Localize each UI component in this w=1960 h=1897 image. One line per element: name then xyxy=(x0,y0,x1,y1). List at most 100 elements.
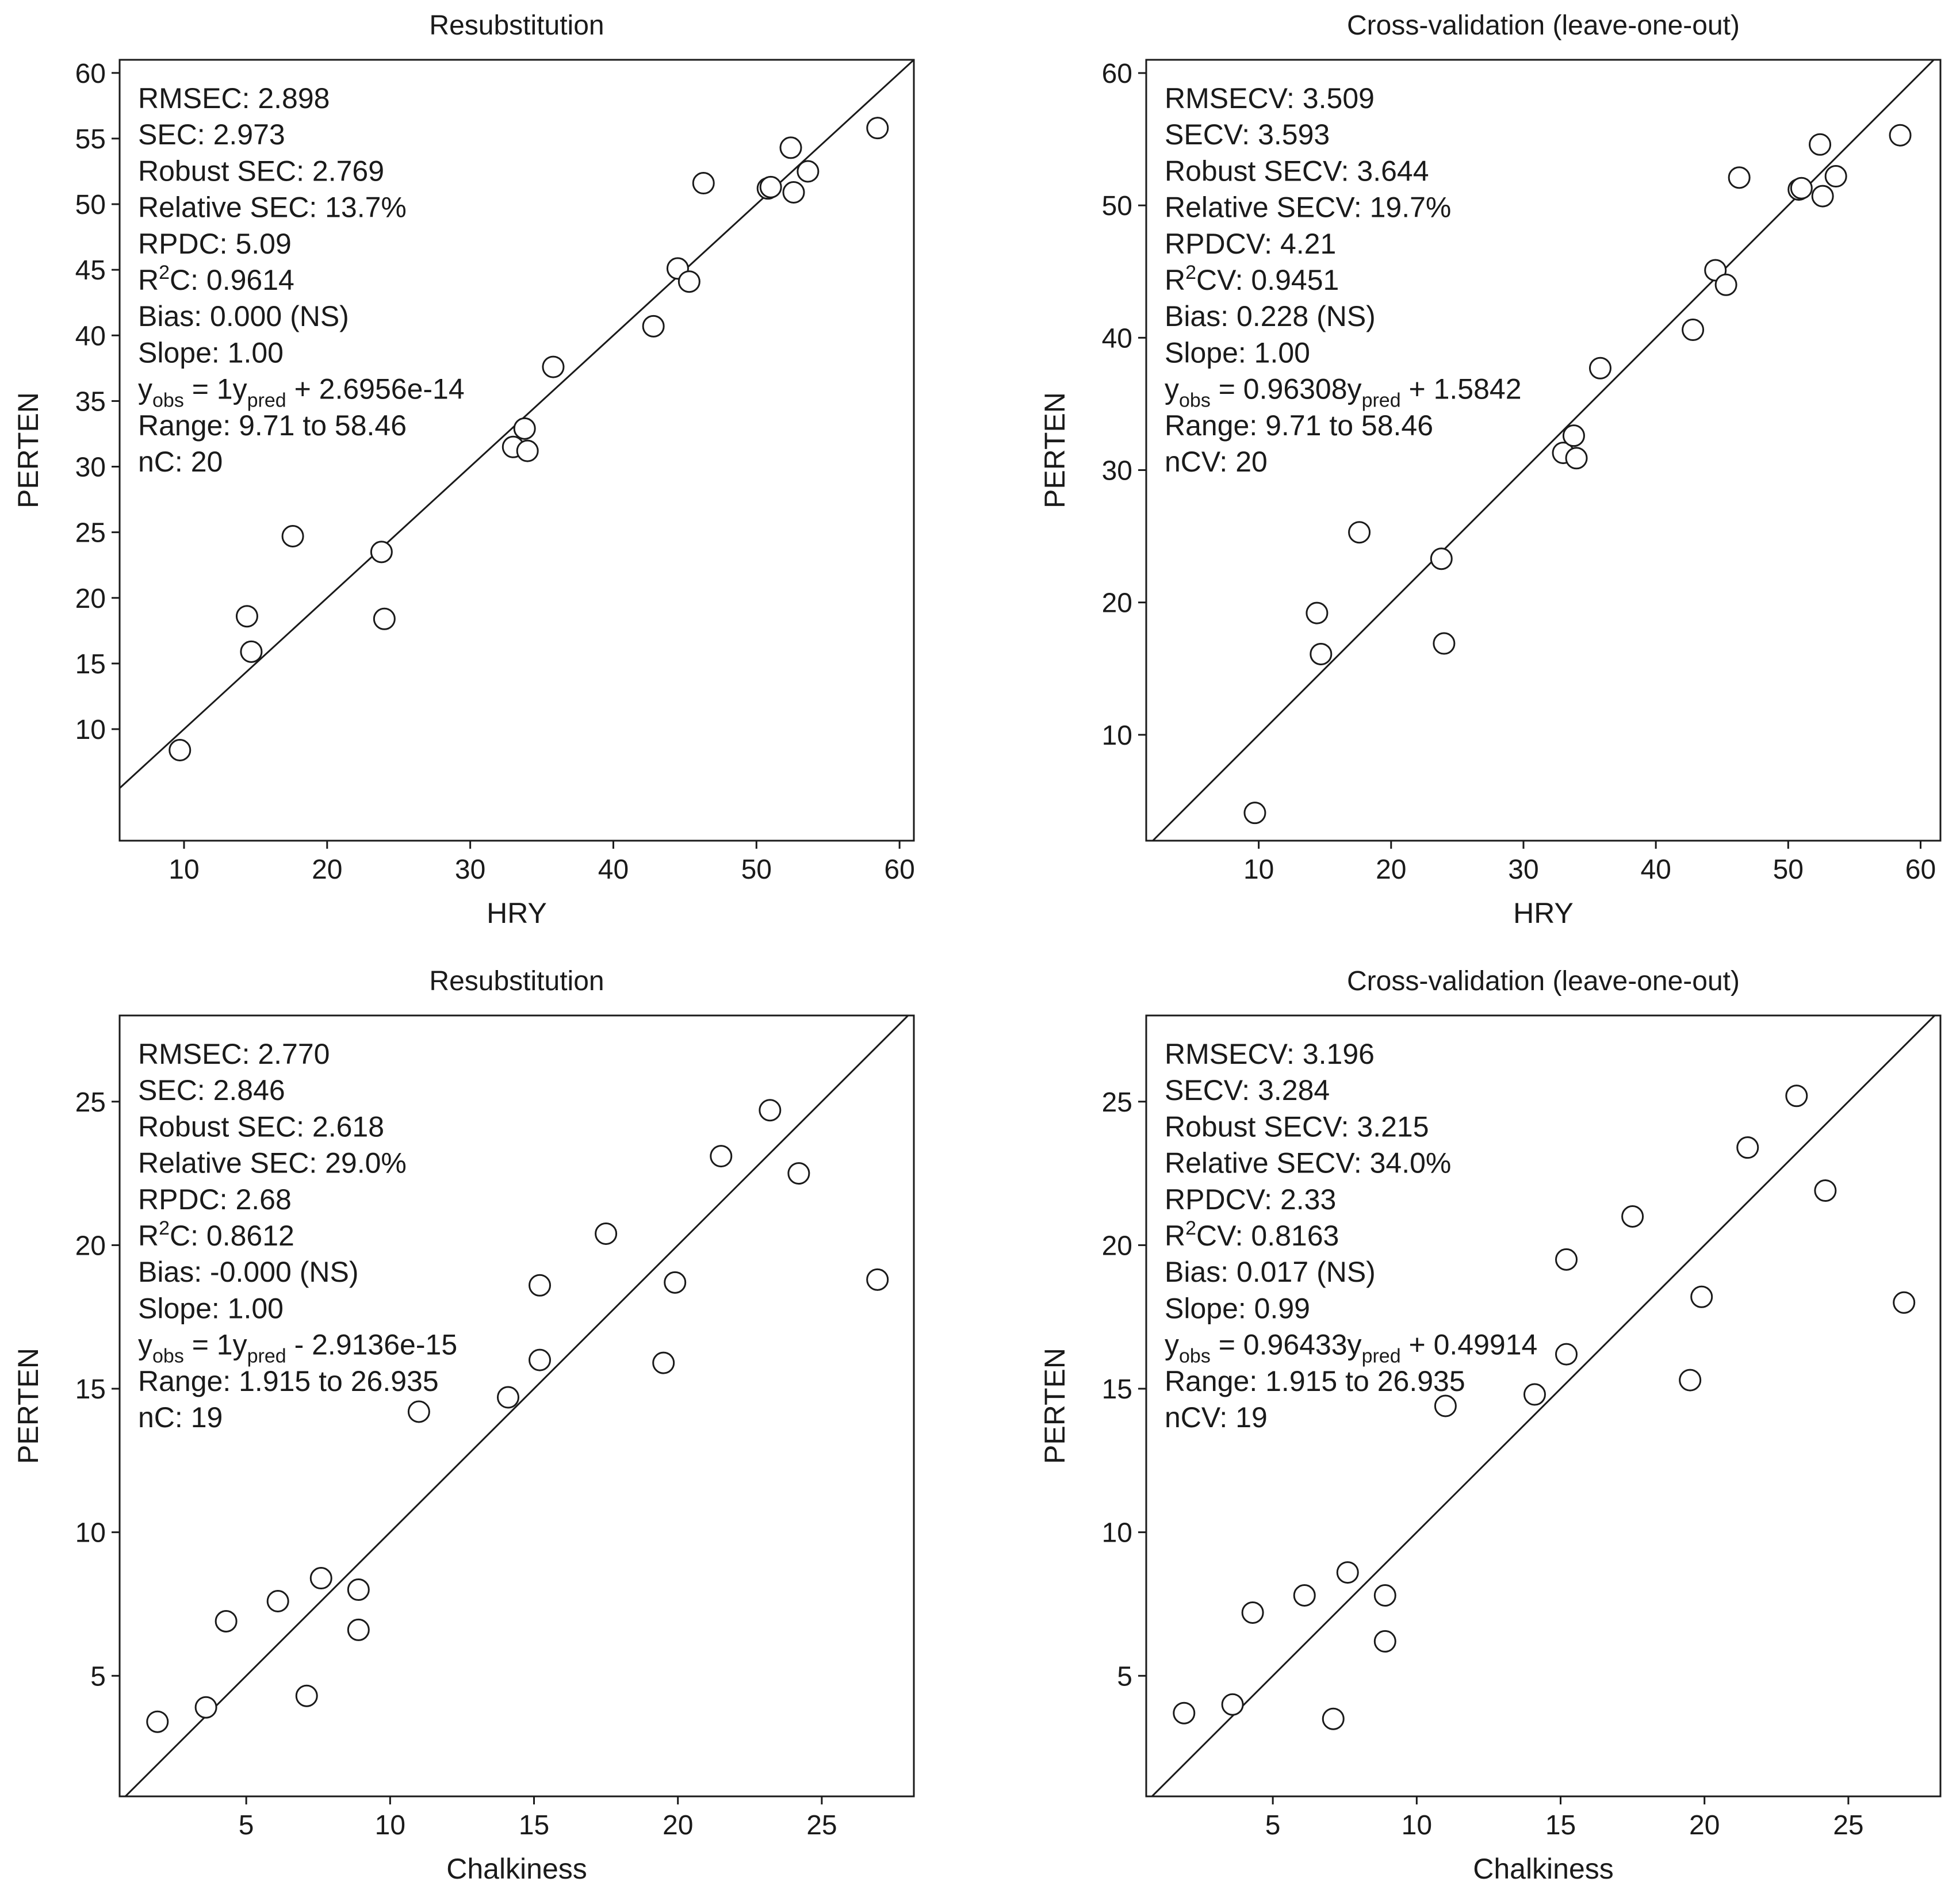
stat-line: SEC: 2.846 xyxy=(138,1074,285,1106)
y-tick-label: 5 xyxy=(90,1661,106,1692)
stat-part: R xyxy=(1165,264,1185,296)
data-point xyxy=(309,1567,332,1590)
plot-frame xyxy=(1145,59,1942,842)
stat-line: RMSEC: 2.770 xyxy=(138,1038,330,1070)
data-point xyxy=(797,160,820,183)
y-tick-label: 40 xyxy=(1102,323,1132,354)
data-point xyxy=(710,1145,733,1168)
stat-part: = 0.96308y xyxy=(1211,373,1362,405)
stat-line: Range: 1.915 to 26.935 xyxy=(138,1365,439,1397)
stat-part: - 2.9136e-15 xyxy=(286,1329,457,1361)
data-point xyxy=(1434,1394,1457,1417)
data-point xyxy=(1430,547,1453,570)
stat-part: + 2.6956e-14 xyxy=(286,373,465,405)
data-point xyxy=(169,739,192,762)
stat-subscript: pred xyxy=(247,1346,286,1367)
stat-line: Slope: 1.00 xyxy=(138,1292,284,1324)
y-tick-label: 20 xyxy=(1102,1231,1132,1261)
data-point xyxy=(235,605,258,628)
stat-subscript: pred xyxy=(247,390,286,412)
stat-line: RPDCV: 4.21 xyxy=(1165,228,1336,260)
data-point xyxy=(1523,1383,1546,1406)
stat-superscript: 2 xyxy=(1185,262,1196,283)
data-point xyxy=(652,1351,675,1374)
data-point xyxy=(759,1099,782,1122)
y-tick-label: 25 xyxy=(75,518,106,549)
data-point xyxy=(1679,1369,1702,1392)
data-point xyxy=(266,1590,289,1612)
data-point xyxy=(1310,642,1333,665)
stat-line: RPDC: 2.68 xyxy=(138,1183,292,1216)
stat-part: CV: 0.8163 xyxy=(1196,1220,1339,1252)
y-tick-label: 60 xyxy=(1102,59,1132,89)
plot-frame xyxy=(118,1014,915,1798)
x-axis-label: Chalkiness xyxy=(1473,1853,1614,1885)
data-point xyxy=(1588,357,1611,380)
data-point xyxy=(1433,632,1456,655)
stat-line: yobs = 1ypred + 2.6956e-14 xyxy=(138,373,465,412)
data-point xyxy=(1336,1561,1359,1584)
stat-line: R2CV: 0.9451 xyxy=(1165,262,1339,296)
x-tick-label: 5 xyxy=(1265,1810,1281,1841)
stat-subscript: obs xyxy=(152,1346,184,1367)
stat-line: RPDC: 5.09 xyxy=(138,228,292,260)
y-tick-label: 25 xyxy=(1102,1087,1132,1118)
stat-part: R xyxy=(138,264,159,296)
stat-subscript: pred xyxy=(1362,390,1401,412)
data-point xyxy=(1562,424,1585,447)
stat-line: Robust SECV: 3.644 xyxy=(1165,155,1429,187)
data-point xyxy=(1690,1285,1713,1308)
stat-line: nCV: 20 xyxy=(1165,446,1268,478)
x-tick-label: 10 xyxy=(375,1810,405,1841)
stat-line: Bias: 0.000 (NS) xyxy=(138,300,349,332)
data-point xyxy=(1173,1701,1196,1724)
data-point xyxy=(1811,185,1834,208)
data-point xyxy=(1373,1630,1396,1653)
identity-line xyxy=(1150,1015,1936,1796)
stat-part: CV: 0.9451 xyxy=(1196,264,1339,296)
data-point xyxy=(529,1348,552,1371)
x-tick-label: 10 xyxy=(169,854,199,885)
data-point xyxy=(1373,1584,1396,1607)
data-point xyxy=(1565,447,1588,470)
x-tick-label: 50 xyxy=(1773,854,1804,885)
x-axis-label: HRY xyxy=(487,897,547,929)
chart-panel-1: Resubstitution 10 20 30 40 50 60 10 15 20 25 30 35 40… xyxy=(12,10,915,929)
data-point xyxy=(347,1578,370,1601)
data-point xyxy=(595,1222,618,1245)
data-point xyxy=(1555,1343,1578,1366)
stat-part: = 0.96433y xyxy=(1211,1329,1362,1361)
data-point xyxy=(1243,802,1266,825)
stat-line: Range: 1.915 to 26.935 xyxy=(1165,1365,1465,1397)
data-point xyxy=(866,117,889,140)
data-point xyxy=(677,270,700,293)
data-point xyxy=(779,136,802,159)
data-point xyxy=(1621,1205,1644,1228)
stat-subscript: pred xyxy=(1362,1346,1401,1367)
x-axis-label: HRY xyxy=(1513,897,1574,929)
data-point xyxy=(866,1268,889,1291)
x-tick-label: 60 xyxy=(884,854,914,885)
data-point xyxy=(1348,521,1371,544)
stat-line: Relative SECV: 34.0% xyxy=(1165,1147,1451,1179)
stat-line: R2CV: 0.8163 xyxy=(1165,1217,1339,1252)
x-tick-label: 50 xyxy=(741,854,772,885)
stat-line: RMSEC: 2.898 xyxy=(138,82,330,114)
stat-part: y xyxy=(1165,1329,1179,1361)
data-point xyxy=(1809,133,1832,156)
data-point xyxy=(370,541,393,564)
stat-line: R2C: 0.8612 xyxy=(138,1217,294,1252)
stat-line: nC: 20 xyxy=(138,446,223,478)
stat-line: Robust SECV: 3.215 xyxy=(1165,1110,1429,1143)
x-tick-label: 5 xyxy=(239,1810,254,1841)
data-point xyxy=(496,1386,519,1409)
chart-panel-4: Cross-validation (leave-one-out) 5 10 15 20 2… xyxy=(1039,966,1942,1885)
y-tick-label: 15 xyxy=(75,1374,106,1405)
data-point xyxy=(215,1609,238,1632)
stat-superscript: 2 xyxy=(159,1217,170,1239)
y-tick-label: 10 xyxy=(1102,1518,1132,1549)
data-point xyxy=(1322,1707,1345,1730)
x-tick-label: 10 xyxy=(1402,1810,1432,1841)
chart-title: Resubstitution xyxy=(429,10,604,41)
stat-line: R2C: 0.9614 xyxy=(138,262,294,296)
